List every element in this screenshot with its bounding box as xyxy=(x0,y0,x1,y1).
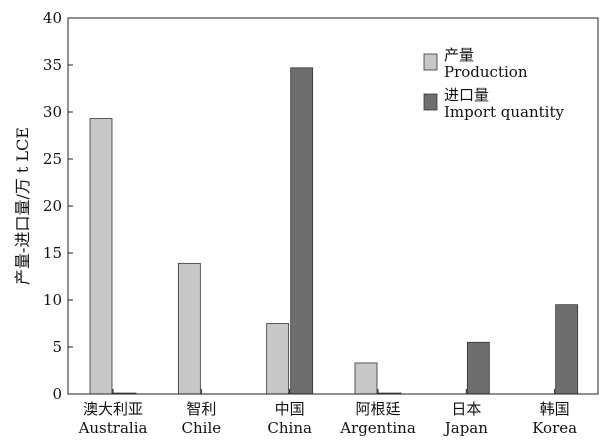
y-tick-label: 40 xyxy=(43,9,62,27)
x-category-label-zh: 澳大利亚 xyxy=(83,400,143,418)
x-category-label-zh: 中国 xyxy=(275,400,305,418)
x-category-label-en: Chile xyxy=(182,419,222,437)
x-category-label-zh: 阿根廷 xyxy=(355,400,400,418)
y-tick-label: 20 xyxy=(43,197,62,215)
x-category-label-zh: 智利 xyxy=(186,400,216,418)
bar-import-quantity-china xyxy=(290,67,314,395)
bar-import-quantity-japan xyxy=(466,341,490,395)
y-ticks-group: 0 5 10 15 20 25 30 35 40 xyxy=(43,9,73,403)
y-tick-label: 35 xyxy=(43,56,62,74)
bar-import-quantity-korea xyxy=(555,304,579,395)
x-category-label-en: Australia xyxy=(78,419,148,437)
x-category-label-en: Argentina xyxy=(339,419,416,437)
legend-label-zh: 产量 xyxy=(444,46,474,64)
y-tick-label: 25 xyxy=(43,150,62,168)
legend-label-en: Production xyxy=(444,63,528,81)
legend-swatch xyxy=(423,93,438,111)
legend-label-zh: 进口量 xyxy=(444,86,489,104)
y-tick-label: 30 xyxy=(43,103,62,121)
bar-production-china xyxy=(266,323,290,395)
y-tick-label: 0 xyxy=(52,385,62,403)
bar-production-chile xyxy=(177,262,201,395)
legend-label-en: Import quantity xyxy=(444,103,564,121)
x-category-label-en: China xyxy=(267,419,312,437)
y-tick-label: 10 xyxy=(43,291,62,309)
y-tick-label: 15 xyxy=(43,244,62,262)
bar-production-argentina xyxy=(354,362,378,395)
x-category-label-en: Japan xyxy=(443,419,489,437)
bar-production-australia xyxy=(89,118,113,395)
bars-group xyxy=(89,67,579,395)
x-category-label-en: Korea xyxy=(532,419,577,437)
x-category-label-zh: 韩国 xyxy=(540,400,570,418)
y-axis-label: 产量-进口量/万 t LCE xyxy=(13,127,32,285)
legend-swatch xyxy=(423,53,438,71)
x-category-label-zh: 日本 xyxy=(451,400,481,418)
y-tick-label: 5 xyxy=(52,338,62,356)
